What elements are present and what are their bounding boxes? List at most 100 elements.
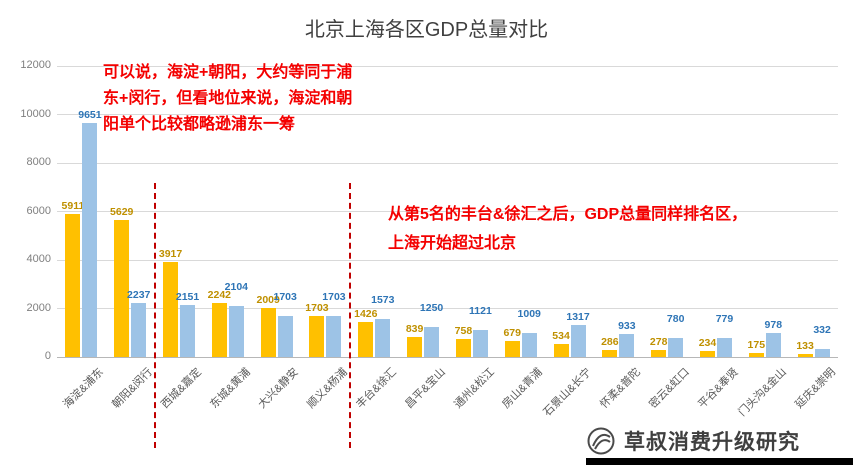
bar-value-label: 839 — [405, 322, 424, 335]
bar-shanghai — [180, 304, 196, 357]
x-axis-line — [57, 356, 838, 358]
bar-beijing — [260, 308, 276, 357]
bar-shanghai — [570, 325, 586, 357]
y-axis-tick-label: 10000 — [20, 107, 51, 120]
bar-beijing — [504, 340, 520, 357]
x-category-label: 延庆&崇明 — [793, 366, 839, 411]
x-category-label: 平谷&奉贤 — [695, 366, 741, 411]
bar-beijing — [748, 352, 764, 357]
x-category-label: 顺义&杨浦 — [305, 366, 351, 411]
gridline — [57, 308, 838, 309]
bar-value-label: 1317 — [566, 311, 590, 324]
bar-value-label: 1250 — [419, 301, 444, 314]
bar-shanghai — [521, 332, 537, 357]
y-axis-tick-label: 12000 — [20, 59, 51, 71]
watermark-logo-icon — [587, 427, 615, 455]
bar-value-label: 234 — [698, 337, 717, 350]
x-category-label: 西城&嘉定 — [158, 366, 204, 411]
annotation-shanghai-overtake: 从第5名的丰台&徐汇之后，GDP总量同样排名区， 上海开始超过北京 — [388, 200, 747, 258]
bar-beijing — [651, 350, 667, 357]
bar-value-label: 278 — [649, 336, 668, 349]
x-category-label: 朝阳&闵行 — [110, 366, 155, 411]
bar-shanghai — [326, 315, 342, 357]
plot-area: 0 2000 4000 6000 8000 10000 12000 5911 9651 海淀&浦东… — [20, 59, 838, 448]
x-category-label: 海淀&浦东 — [61, 366, 107, 411]
bar-beijing — [699, 351, 715, 357]
x-category-label: 房山&青浦 — [500, 366, 546, 411]
bar-shanghai — [619, 334, 635, 357]
y-axis-tick-label: 4000 — [26, 253, 51, 265]
bar-beijing — [553, 344, 569, 357]
bar-value-label: 175 — [747, 338, 766, 351]
bar-beijing — [211, 302, 227, 357]
bar-value-label: 332 — [813, 323, 831, 336]
watermark-text: 草叔消费升级研究 — [624, 431, 800, 454]
bar-beijing — [309, 315, 325, 357]
bar-value-label: 3917 — [158, 248, 183, 260]
bar-shanghai — [228, 305, 244, 357]
bar-beijing — [358, 322, 374, 357]
bar-shanghai — [82, 122, 98, 357]
bar-value-label: 779 — [715, 313, 734, 326]
bar-shanghai — [814, 348, 830, 357]
gridline — [57, 211, 838, 212]
bar-value-label: 534 — [552, 330, 570, 343]
bar-shanghai — [131, 302, 147, 357]
bar-value-label: 2242 — [207, 288, 232, 301]
x-category-label: 怀柔&普陀 — [598, 366, 643, 411]
x-category-label: 昌平&宝山 — [402, 366, 448, 411]
gridline — [57, 65, 838, 67]
bar-value-label: 933 — [618, 320, 636, 333]
bar-value-label: 1573 — [371, 293, 395, 306]
x-category-label: 密云&虹口 — [646, 366, 692, 411]
bar-value-label: 2151 — [175, 290, 200, 303]
x-category-label: 大兴&静安 — [256, 366, 302, 411]
y-axis-tick-label: 6000 — [26, 204, 51, 217]
annotation-line: 可以说，海淀+朝阳，大约等同于浦 — [103, 64, 353, 81]
annotation-line: 东+闵行，但看地位来说，海淀和朝 — [103, 90, 353, 107]
bar-value-label: 978 — [764, 319, 783, 332]
bar-value-label: 5911 — [61, 199, 85, 212]
bar-value-label: 1703 — [322, 290, 346, 303]
bar-beijing — [163, 262, 179, 357]
bar-value-label: 758 — [454, 324, 473, 337]
bar-shanghai — [424, 326, 440, 357]
bar-beijing — [602, 350, 618, 357]
x-category-label: 东城&黄浦 — [207, 366, 253, 411]
annotation-line: 从第5名的丰台&徐汇之后，GDP总量同样排名区， — [388, 206, 748, 223]
bar-value-label: 1703 — [305, 301, 329, 314]
annotation-line: 上海开始超过北京 — [388, 235, 517, 252]
bar-beijing — [797, 353, 813, 357]
bar-value-label: 133 — [796, 339, 814, 352]
red-dashed-divider — [153, 183, 156, 448]
chart-title: 北京上海各区GDP总量对比 — [304, 19, 549, 41]
bar-value-label: 2104 — [224, 280, 249, 293]
bar-value-label: 1121 — [469, 304, 492, 317]
bar-value-label: 5629 — [110, 206, 134, 219]
bar-shanghai — [765, 333, 781, 357]
bar-shanghai — [375, 318, 391, 357]
bar-value-label: 679 — [503, 326, 521, 339]
bar-beijing — [455, 338, 471, 357]
x-category-label: 石景山&长宁 — [541, 366, 595, 419]
gridline — [57, 114, 838, 115]
bar-value-label: 9651 — [78, 108, 102, 121]
x-category-label: 丰台&徐汇 — [354, 366, 399, 411]
bar-shanghai — [716, 338, 732, 357]
bar-value-label: 780 — [666, 313, 685, 326]
bar-shanghai — [668, 338, 684, 357]
bar-value-label: 286 — [601, 336, 619, 349]
bar-shanghai — [472, 329, 488, 357]
x-category-label: 通州&松江 — [451, 366, 497, 411]
watermark: 草叔消费升级研究 — [586, 426, 800, 456]
bar-shanghai — [277, 315, 293, 357]
bar-value-label: 1426 — [354, 308, 378, 321]
gridline — [57, 259, 838, 261]
annotation-line: 阳单个比较都略逊浦东一筹 — [103, 116, 296, 133]
red-dashed-divider — [348, 183, 351, 448]
bar-value-label: 1009 — [517, 307, 541, 320]
bar-beijing — [407, 336, 423, 357]
x-category-label: 门头沟&金山 — [736, 366, 790, 419]
gridline — [57, 162, 838, 164]
